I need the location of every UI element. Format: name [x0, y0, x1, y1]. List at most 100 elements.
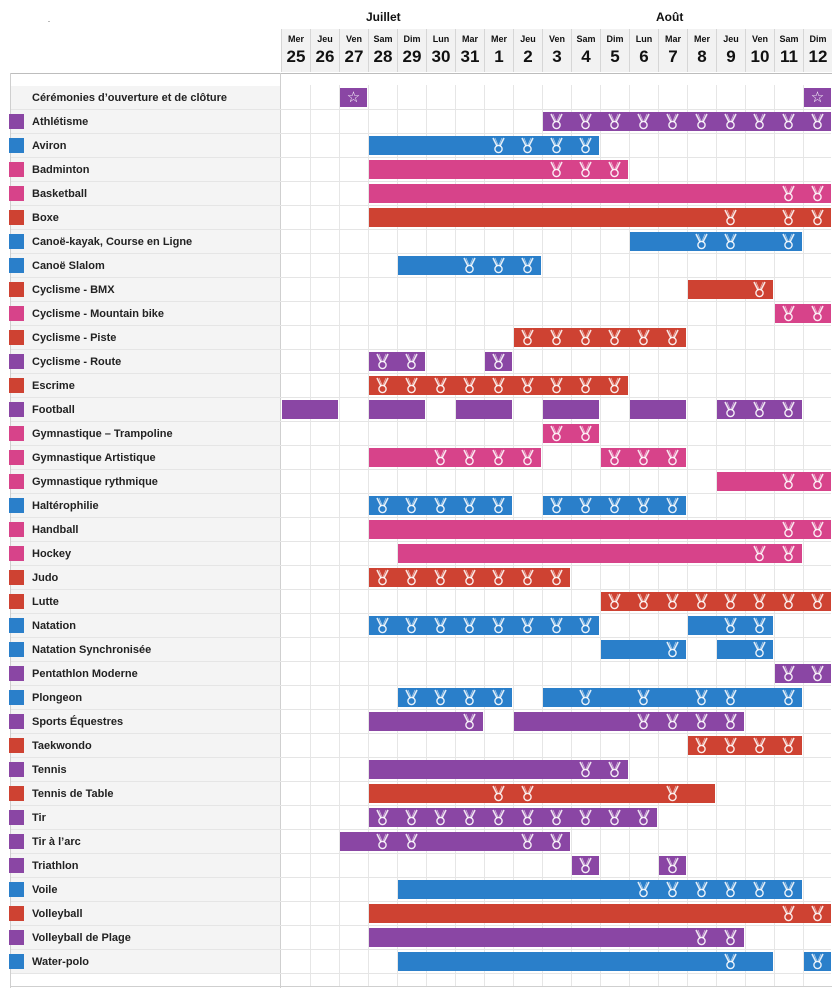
event-bar[interactable]: [282, 400, 338, 419]
day-of-week: Sam: [576, 34, 596, 44]
medal-icon: [782, 905, 795, 922]
event-bar[interactable]: [630, 400, 686, 419]
sport-color-swatch: [9, 546, 24, 561]
medal-icon: [579, 113, 592, 130]
day-number: 3: [552, 47, 562, 66]
sport-color-swatch: [9, 930, 24, 945]
medal-icon: [782, 185, 795, 202]
event-bar[interactable]: [543, 424, 599, 443]
event-bar[interactable]: [398, 544, 802, 563]
event-bar[interactable]: [601, 640, 686, 659]
event-bar[interactable]: [369, 136, 599, 155]
medal-icon: [492, 785, 505, 802]
event-bar[interactable]: [398, 688, 512, 707]
medal-icon: [695, 233, 708, 250]
event-bar[interactable]: [804, 88, 831, 107]
event-bar[interactable]: [369, 712, 483, 731]
event-bar[interactable]: [688, 736, 802, 755]
medal-icon: [782, 113, 795, 130]
event-bar[interactable]: [543, 400, 599, 419]
sport-name: Hockey: [32, 548, 72, 560]
sport-color-swatch: [9, 882, 24, 897]
event-bar[interactable]: [456, 400, 512, 419]
event-bar[interactable]: [398, 880, 802, 899]
row-divider: [11, 373, 831, 374]
event-bar[interactable]: [369, 184, 831, 203]
event-bar[interactable]: [369, 160, 628, 179]
event-bar[interactable]: [369, 520, 831, 539]
medal-icon: [463, 497, 476, 514]
medal-icon: [782, 521, 795, 538]
row-divider: [11, 517, 831, 518]
day-number: 2: [523, 47, 533, 66]
event-bar[interactable]: [775, 304, 831, 323]
event-bar[interactable]: [340, 832, 570, 851]
sport-name: Natation Synchronisée: [32, 644, 152, 656]
medal-icon: [724, 929, 737, 946]
row-label-background: [11, 710, 280, 733]
sport-color-swatch: [9, 402, 24, 417]
row-label-background: [11, 566, 280, 589]
label-column-divider: [280, 73, 281, 988]
event-bar[interactable]: [369, 760, 628, 779]
event-bar[interactable]: [369, 616, 599, 635]
medal-icon: [782, 881, 795, 898]
event-bar[interactable]: [369, 808, 657, 827]
event-bar[interactable]: [340, 88, 367, 107]
medal-icon: [782, 233, 795, 250]
medal-icon: [492, 569, 505, 586]
medal-icon: [695, 713, 708, 730]
medal-icon: [463, 569, 476, 586]
medal-icon: [753, 593, 766, 610]
event-bar[interactable]: [630, 232, 802, 251]
sport-name: Lutte: [32, 596, 59, 608]
medal-icon: [811, 593, 824, 610]
event-bar[interactable]: [717, 472, 831, 491]
medal-icon: [637, 689, 650, 706]
medal-icon: [753, 737, 766, 754]
medal-icon: [405, 809, 418, 826]
event-bar[interactable]: [514, 328, 686, 347]
event-bar[interactable]: [369, 208, 831, 227]
event-bar[interactable]: [398, 952, 773, 971]
medal-icon: [753, 401, 766, 418]
event-bar[interactable]: [369, 904, 831, 923]
row-label-background: [11, 830, 280, 853]
sport-color-swatch: [9, 690, 24, 705]
event-bar[interactable]: [717, 640, 773, 659]
event-bar[interactable]: [369, 784, 715, 803]
medal-icon: [492, 449, 505, 466]
row-divider: [11, 421, 831, 422]
row-divider: [11, 181, 831, 182]
day-of-week: Dim: [403, 34, 421, 44]
event-bar[interactable]: [369, 400, 425, 419]
event-bar[interactable]: [601, 592, 831, 611]
medal-icon: [753, 281, 766, 298]
event-bar[interactable]: [369, 352, 425, 371]
row-divider: [11, 925, 831, 926]
medal-icon: [782, 737, 795, 754]
event-bar[interactable]: [543, 688, 802, 707]
sport-name: Athlétisme: [32, 116, 89, 128]
sport-color-swatch: [9, 378, 24, 393]
event-bar[interactable]: [369, 448, 541, 467]
day-number: 25: [286, 47, 306, 66]
event-bar[interactable]: [543, 112, 831, 131]
row-divider: [11, 829, 831, 830]
medal-icon: [492, 257, 505, 274]
day-header: Dim 29: [397, 29, 426, 72]
medal-icon: [608, 593, 621, 610]
medal-icon: [434, 377, 447, 394]
medal-icon: [811, 185, 824, 202]
event-bar[interactable]: [775, 664, 831, 683]
event-bar[interactable]: [688, 280, 773, 299]
day-number: 30: [431, 47, 451, 66]
medal-icon: [579, 377, 592, 394]
event-bar[interactable]: [369, 928, 744, 947]
medal-icon: [695, 737, 708, 754]
event-bar[interactable]: [514, 712, 744, 731]
medal-icon: [550, 137, 563, 154]
row-label-background: [11, 158, 280, 181]
sport-color-swatch: [9, 210, 24, 225]
sport-name: Taekwondo: [32, 740, 92, 752]
